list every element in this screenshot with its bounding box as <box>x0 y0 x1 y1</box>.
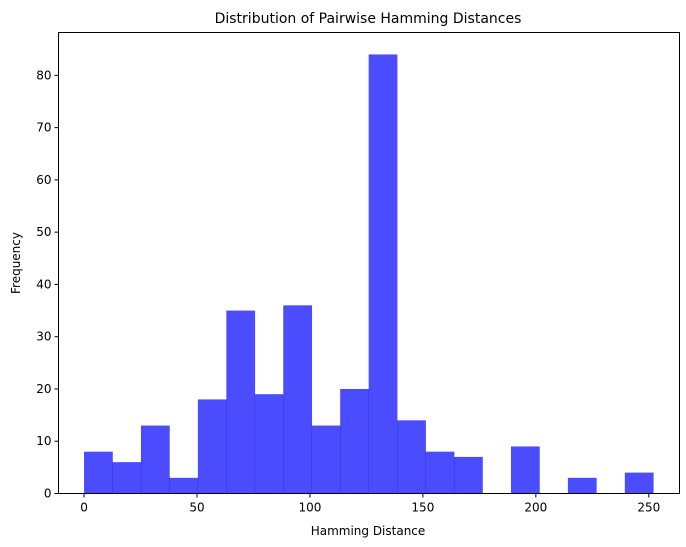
histogram-bar <box>454 456 483 494</box>
histogram-bar <box>112 462 142 494</box>
y-tick-label: 40 <box>36 277 51 291</box>
histogram-bar <box>397 420 426 494</box>
x-tick-label: 200 <box>524 501 547 515</box>
histogram-bar <box>169 477 199 494</box>
histogram-bar <box>311 425 341 494</box>
histogram-bar <box>197 399 227 494</box>
y-tick-label: 80 <box>36 68 51 82</box>
x-axis-label: Hamming Distance <box>311 524 426 538</box>
histogram-bar <box>226 310 256 494</box>
chart-title: Distribution of Pairwise Hamming Distanc… <box>215 11 522 27</box>
y-axis: 0 10 20 30 40 50 60 70 80 <box>36 68 59 501</box>
x-tick-label: 100 <box>298 501 321 515</box>
x-tick-label: 150 <box>411 501 434 515</box>
y-tick-label: 20 <box>36 382 51 396</box>
bars <box>84 54 654 494</box>
histogram-bar <box>84 451 113 494</box>
histogram-bar <box>340 388 369 494</box>
histogram-bar <box>140 425 170 494</box>
x-tick-label: 50 <box>189 501 204 515</box>
histogram-bar <box>624 472 654 494</box>
histogram-bar <box>510 446 540 494</box>
y-tick-label: 10 <box>36 434 51 448</box>
x-axis: 0 50 100 150 200 250 <box>80 493 660 515</box>
y-tick-label: 30 <box>36 330 51 344</box>
x-tick-label: 250 <box>637 501 660 515</box>
x-tick-label: 0 <box>80 501 88 515</box>
y-axis-label: Frequency <box>9 232 23 294</box>
histogram-bar <box>567 477 597 494</box>
y-tick-label: 60 <box>36 173 51 187</box>
y-tick-label: 70 <box>36 121 51 135</box>
histogram-bar <box>283 305 313 494</box>
y-tick-label: 50 <box>36 225 51 239</box>
histogram-bar <box>368 54 398 494</box>
plot-frame <box>58 32 680 494</box>
histogram-bar <box>254 394 284 494</box>
histogram-bar <box>425 451 455 494</box>
y-tick-label: 0 <box>44 487 52 501</box>
